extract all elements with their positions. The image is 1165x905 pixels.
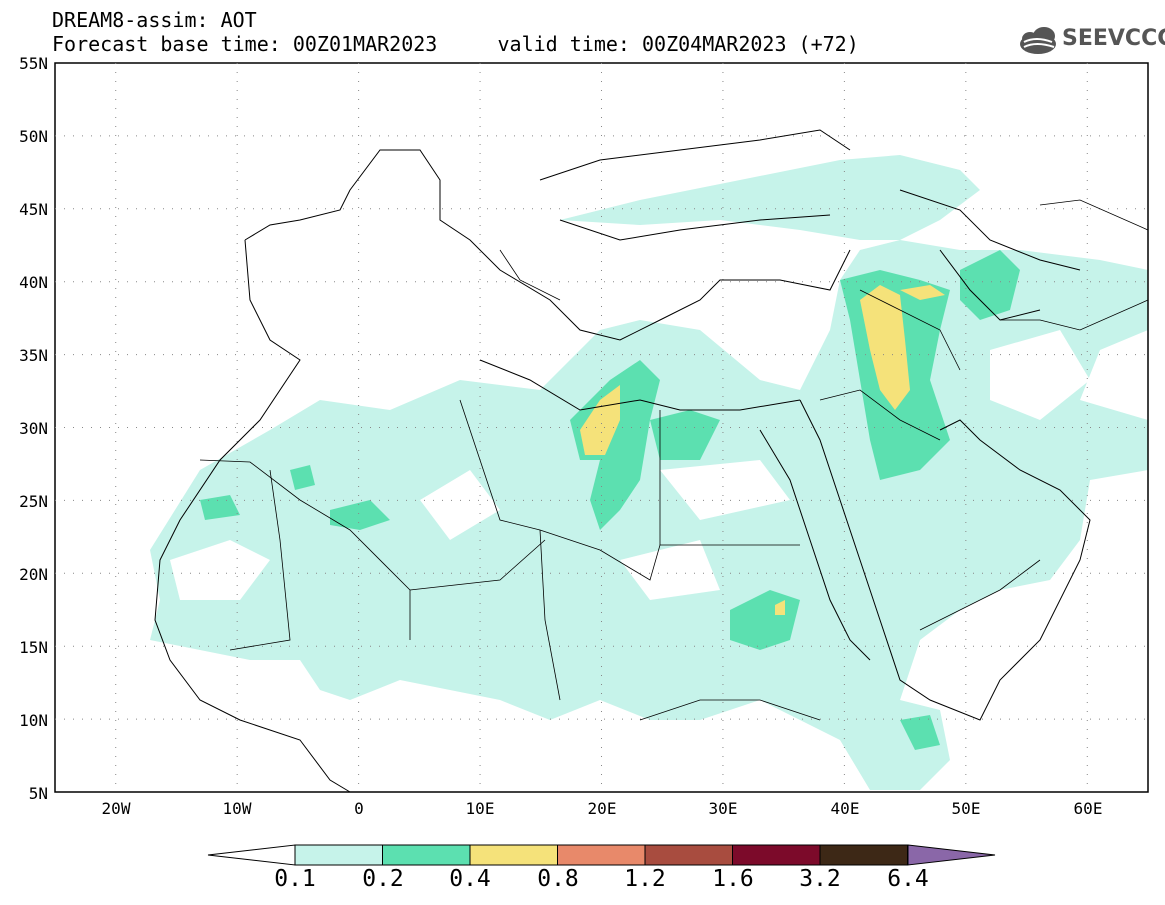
lon-label: 40E (830, 799, 860, 818)
colorbar-label: 0.8 (537, 866, 579, 892)
logo-text: SEEVCCC (1062, 26, 1165, 51)
colorbar-cell (294, 844, 383, 866)
lat-label: 40N (19, 273, 48, 292)
colorbar-label: 0.1 (274, 866, 316, 892)
colorbar-cell (644, 844, 733, 866)
coastlines (154, 129, 1091, 793)
lat-label: 15N (19, 638, 48, 657)
colorbar-label: 6.4 (887, 866, 929, 892)
lat-label: 5N (28, 784, 48, 803)
forecast-time-info: Forecast base time: 00Z01MAR2023 valid t… (52, 32, 859, 56)
clean-areas (170, 330, 1090, 600)
lon-label: 60E (1073, 799, 1103, 818)
lon-label: 20E (587, 799, 617, 818)
lat-label: 35N (19, 346, 48, 365)
aot-level-0.4 (580, 285, 945, 615)
colorbar-cell (819, 844, 908, 866)
colorbar-cell (469, 844, 558, 866)
lon-label: 50E (951, 799, 981, 818)
lon-label: 20W (101, 799, 131, 818)
cloud-icon (1020, 27, 1056, 54)
colorbar-cell (557, 844, 646, 866)
borders (199, 199, 1149, 721)
lat-label: 55N (19, 54, 48, 73)
lat-label: 50N (19, 127, 48, 146)
colorbar-label: 0.2 (362, 866, 404, 892)
lon-label: 30E (708, 799, 738, 818)
lat-label: 25N (19, 492, 48, 511)
lat-label: 10N (19, 711, 48, 730)
lon-label: 10W (222, 799, 252, 818)
colorbar-cell (382, 844, 471, 866)
colorbar-right-arrow (907, 844, 996, 866)
colorbar-label: 0.4 (449, 866, 491, 892)
map-title: DREAM8-assim: AOT (52, 8, 257, 32)
colorbar-cell (732, 844, 821, 866)
lon-label: 0 (354, 799, 364, 818)
colorbar-label: 3.2 (799, 866, 841, 892)
seevccc-logo (1020, 27, 1056, 54)
colorbar-label: 1.2 (624, 866, 666, 892)
lon-label: 10E (465, 799, 495, 818)
colorbar-label: 1.6 (712, 866, 754, 892)
lat-label: 30N (19, 419, 48, 438)
lat-label: 20N (19, 565, 48, 584)
lat-label: 45N (19, 200, 48, 219)
colorbar-left-arrow (207, 844, 296, 866)
